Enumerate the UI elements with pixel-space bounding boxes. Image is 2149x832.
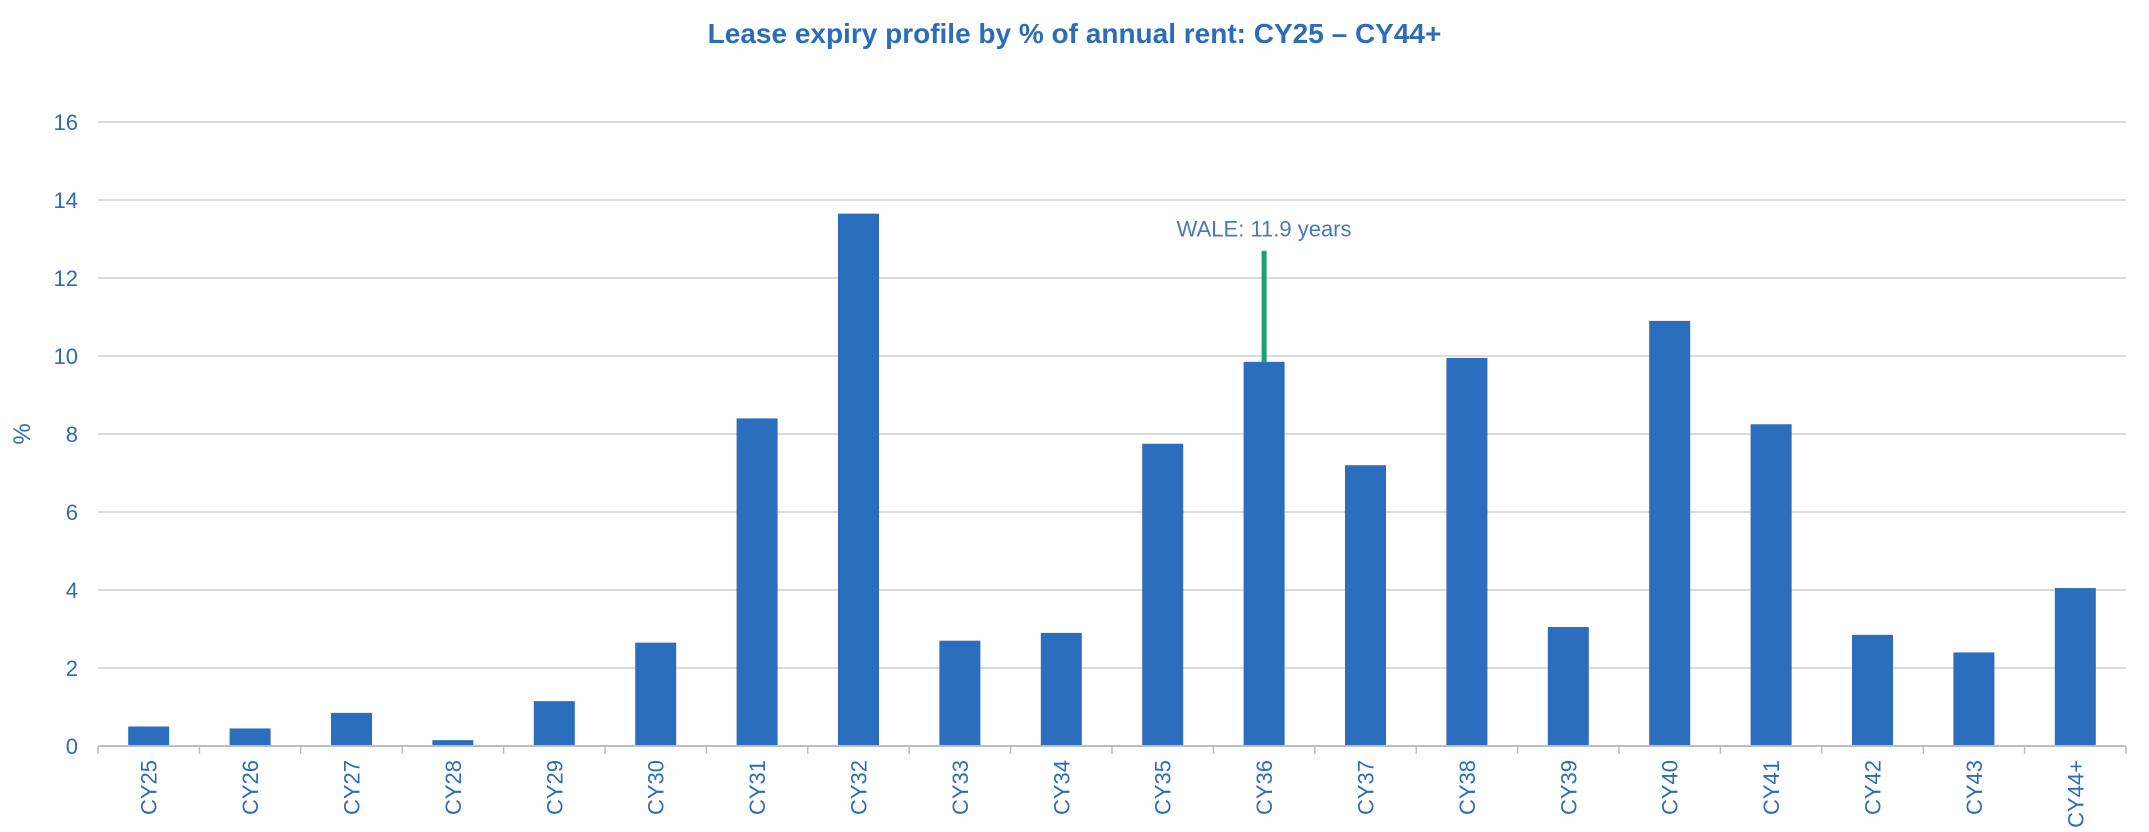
x-tick-label: CY25 xyxy=(137,760,162,815)
x-tick-label: CY37 xyxy=(1354,760,1379,815)
x-tick-label: CY26 xyxy=(238,760,263,815)
x-tick-label: CY36 xyxy=(1252,760,1277,815)
x-tick-label: CY34 xyxy=(1049,760,1074,815)
y-tick-label: 14 xyxy=(54,188,78,213)
bars xyxy=(128,213,2096,746)
bar xyxy=(939,640,981,746)
x-tick-label: CY43 xyxy=(1962,760,1987,815)
annotation: WALE: 11.9 years xyxy=(1177,217,1352,362)
bar xyxy=(1750,424,1792,746)
bar xyxy=(1142,443,1184,746)
x-tick-label: CY32 xyxy=(847,760,872,815)
x-tick-label: CY41 xyxy=(1759,760,1784,815)
bar xyxy=(736,418,778,746)
chart-title: Lease expiry profile by % of annual rent… xyxy=(707,18,1442,49)
bar xyxy=(838,213,879,746)
axes: 0 2 4 6 8 10 12 14 16% CY25 CY26 CY27 CY28 CY29 CY30 CY… xyxy=(9,110,2127,828)
x-tick-label: CY38 xyxy=(1455,760,1480,815)
x-tick-label: CY35 xyxy=(1151,760,1176,815)
bar xyxy=(1649,320,1691,746)
y-axis-title: % xyxy=(9,423,36,444)
x-tick-label: CY28 xyxy=(441,760,466,815)
bar xyxy=(432,740,474,746)
bar xyxy=(1345,465,1386,746)
y-tick-label: 12 xyxy=(54,266,78,291)
bar xyxy=(2054,588,2096,746)
bar xyxy=(1953,652,1995,746)
bar xyxy=(1446,357,1488,746)
x-tick-label: CY31 xyxy=(745,760,770,815)
x-tick-label: CY29 xyxy=(542,760,567,815)
x-tick-label: CY39 xyxy=(1556,760,1581,815)
bar xyxy=(1547,627,1589,746)
bar xyxy=(1243,361,1285,746)
y-tick-label: 6 xyxy=(66,500,78,525)
x-tick-label: CY40 xyxy=(1658,760,1683,815)
y-tick-label: 10 xyxy=(54,344,78,369)
x-tick-label: CY44+ xyxy=(2063,760,2088,828)
bar xyxy=(229,728,271,746)
x-tick-label: CY33 xyxy=(948,760,973,815)
wale-annotation-label: WALE: 11.9 years xyxy=(1177,217,1352,242)
bar xyxy=(1852,634,1893,746)
gridlines xyxy=(98,121,2126,669)
x-tick-label: CY27 xyxy=(340,760,365,815)
x-tick-label: CY42 xyxy=(1861,760,1886,815)
bar xyxy=(331,712,372,746)
y-tick-label: 16 xyxy=(54,110,78,135)
x-tick-label: CY30 xyxy=(644,760,669,815)
y-tick-label: 8 xyxy=(66,422,78,447)
bar xyxy=(533,701,575,746)
bar xyxy=(1040,632,1082,746)
y-tick-label: 0 xyxy=(66,734,78,759)
bar xyxy=(128,726,170,746)
y-tick-label: 2 xyxy=(66,656,78,681)
y-tick-label: 4 xyxy=(66,578,78,603)
bar xyxy=(635,642,677,746)
